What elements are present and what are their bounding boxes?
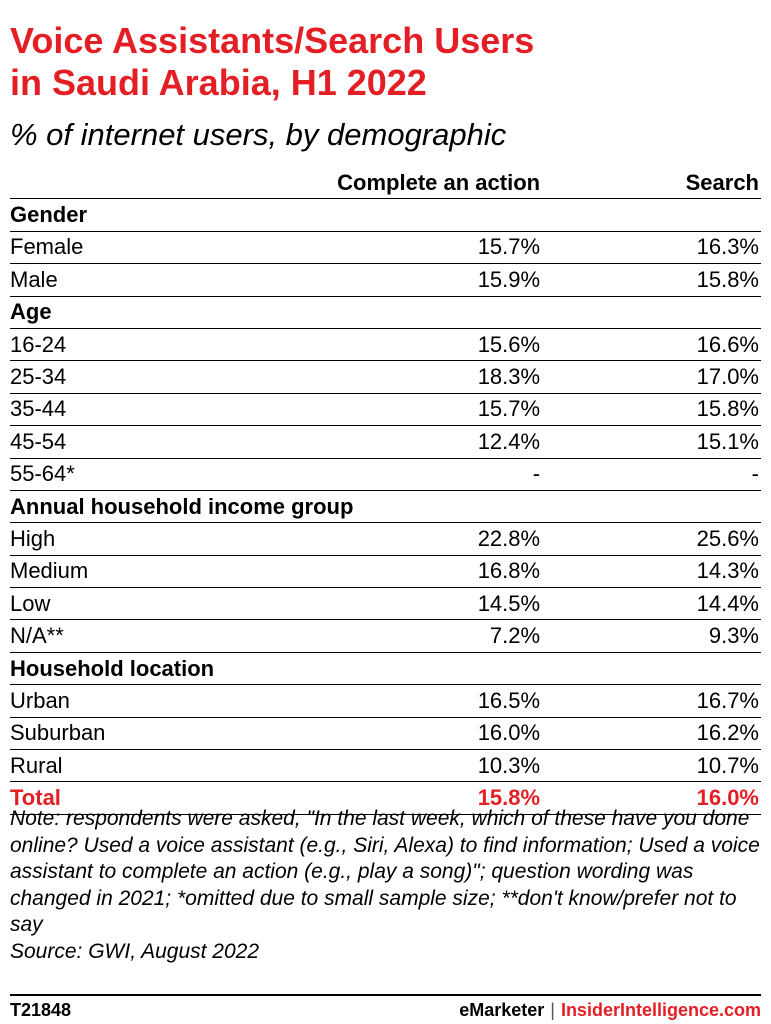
value-complete-an-action: 18.3%	[288, 360, 541, 394]
value-complete-an-action: 12.4%	[288, 425, 541, 459]
section-header-row: Household location	[10, 652, 761, 686]
data-table: Complete an action Search Gender Female 15…	[10, 167, 761, 815]
table-row: 25-34 18.3% 17.0%	[10, 360, 761, 394]
total-complete-an-action: 15.8%	[288, 781, 541, 815]
value-search: 16.3%	[540, 231, 761, 265]
value-complete-an-action: 15.7%	[288, 393, 541, 427]
value-search: 16.6%	[540, 328, 761, 362]
value-complete-an-action: 22.8%	[288, 522, 541, 556]
row-label: High	[10, 522, 289, 556]
section-label: Gender	[10, 198, 761, 232]
value-search: 16.2%	[540, 717, 761, 751]
value-search: 10.7%	[540, 749, 761, 783]
table-row: 35-44 15.7% 15.8%	[10, 393, 761, 427]
value-search: -	[540, 458, 761, 491]
table-row: Female 15.7% 16.3%	[10, 231, 761, 265]
value-complete-an-action: 10.3%	[288, 749, 541, 783]
row-label: 35-44	[10, 393, 289, 427]
column-header-complete-an-action: Complete an action	[288, 167, 541, 200]
value-complete-an-action: 15.9%	[288, 263, 541, 297]
notes-block: Note: respondents were asked, "In the la…	[10, 806, 761, 965]
table-body: Gender Female 15.7% 16.3% Male 15.9% 15.8% Age 1…	[10, 198, 761, 815]
row-label: 16-24	[10, 328, 289, 362]
chart-title-line-2: in Saudi Arabia, H1 2022	[10, 62, 427, 103]
row-label: Suburban	[10, 717, 289, 751]
row-label: N/A**	[10, 619, 289, 653]
table-row: Medium 16.8% 14.3%	[10, 555, 761, 589]
value-search: 16.7%	[540, 684, 761, 718]
value-complete-an-action: -	[288, 458, 541, 491]
footer-divider	[10, 994, 761, 996]
value-search: 17.0%	[540, 360, 761, 394]
row-label: Female	[10, 231, 289, 265]
header-label-cell	[10, 167, 289, 200]
chart-title-line-1: Voice Assistants/Search Users	[10, 20, 535, 61]
total-label: Total	[10, 781, 289, 815]
section-label: Household location	[10, 652, 761, 686]
brand-separator: |	[550, 1000, 555, 1020]
table-row: Male 15.9% 15.8%	[10, 263, 761, 297]
brand-emarketer: eMarketer	[459, 1000, 545, 1020]
section-header-row: Age	[10, 296, 761, 329]
value-complete-an-action: 7.2%	[288, 619, 541, 653]
table-row: Rural 10.3% 10.7%	[10, 749, 761, 783]
section-label: Age	[10, 296, 761, 329]
value-complete-an-action: 16.5%	[288, 684, 541, 718]
table-row: 55-64* - -	[10, 458, 761, 491]
total-search: 16.0%	[540, 781, 761, 815]
footer-brand: eMarketer | InsiderIntelligence.com	[459, 1000, 761, 1021]
column-header-search: Search	[540, 167, 761, 200]
row-label: Rural	[10, 749, 289, 783]
note-text: Note: respondents were asked, "In the la…	[10, 807, 760, 936]
value-search: 9.3%	[540, 619, 761, 653]
row-label: Low	[10, 587, 289, 621]
value-complete-an-action: 14.5%	[288, 587, 541, 621]
chart-title: Voice Assistants/Search Users in Saudi A…	[10, 20, 760, 104]
value-complete-an-action: 15.6%	[288, 328, 541, 362]
row-label: 45-54	[10, 425, 289, 459]
table-header-row: Complete an action Search	[10, 167, 761, 200]
row-label: Male	[10, 263, 289, 297]
value-search: 15.8%	[540, 393, 761, 427]
table-row: Urban 16.5% 16.7%	[10, 684, 761, 718]
value-complete-an-action: 15.7%	[288, 231, 541, 265]
table-row: Suburban 16.0% 16.2%	[10, 717, 761, 751]
value-search: 14.4%	[540, 587, 761, 621]
row-label: Medium	[10, 555, 289, 589]
table-row: Low 14.5% 14.4%	[10, 587, 761, 621]
section-header-row: Gender	[10, 198, 761, 232]
table-row: 16-24 15.6% 16.6%	[10, 328, 761, 362]
source-text: Source: GWI, August 2022	[10, 939, 260, 963]
value-complete-an-action: 16.8%	[288, 555, 541, 589]
section-header-row: Annual household income group	[10, 490, 761, 524]
value-search: 15.8%	[540, 263, 761, 297]
chart-id: T21848	[10, 1000, 72, 1020]
row-label: 55-64*	[10, 458, 289, 491]
table-row: High 22.8% 25.6%	[10, 522, 761, 556]
table-row: N/A** 7.2% 9.3%	[10, 619, 761, 653]
brand-insider-intelligence: InsiderIntelligence.com	[560, 1000, 761, 1020]
value-search: 14.3%	[540, 555, 761, 589]
table-row: 45-54 12.4% 15.1%	[10, 425, 761, 459]
row-label: Urban	[10, 684, 289, 718]
value-complete-an-action: 16.0%	[288, 717, 541, 751]
chart-subtitle: % of internet users, by demographic	[10, 117, 507, 152]
value-search: 15.1%	[540, 425, 761, 459]
row-label: 25-34	[10, 360, 289, 394]
value-search: 25.6%	[540, 522, 761, 556]
section-label: Annual household income group	[10, 490, 761, 524]
total-row: Total 15.8% 16.0%	[10, 781, 761, 815]
